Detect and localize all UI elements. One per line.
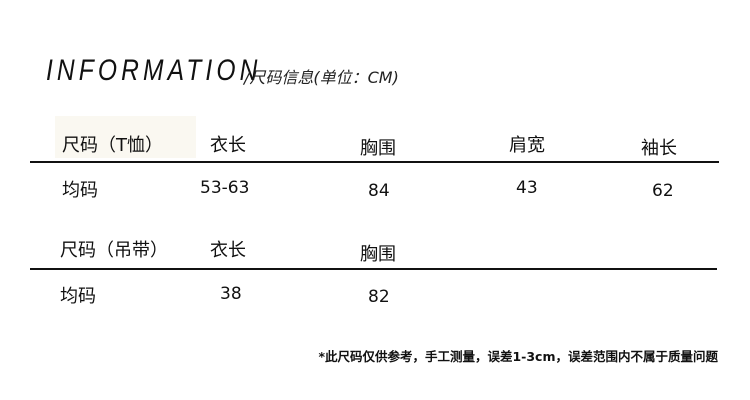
header-length: 衣长 [210,135,246,156]
measurement-note: *此尺码仅供参考，手工测量，误差1-3cm，误差范围内不属于质量问题 [318,349,718,364]
page-subtitle: /尺码信息(单位：CM) [244,68,399,87]
header-shoulder: 肩宽 [509,135,545,156]
header-cell-background [55,116,196,158]
header-size: 尺码（吊带） [60,240,168,261]
cell-chest: 84 [368,181,390,201]
cell-size: 均码 [60,286,96,307]
cell-sleeve: 62 [652,181,674,201]
cell-chest: 82 [368,287,390,307]
cell-size: 均码 [62,180,98,201]
page-title: INFORMATION [46,54,262,87]
header-chest: 胸围 [360,244,396,265]
cell-length: 38 [220,284,242,304]
cell-length: 53-63 [200,178,250,198]
header-chest: 胸围 [360,138,396,159]
header-size: 尺码（T恤） [62,135,163,156]
cell-shoulder: 43 [516,178,538,198]
header-length: 衣长 [210,240,246,261]
header-sleeve: 袖长 [641,138,677,159]
divider [30,161,719,163]
divider [30,268,717,270]
